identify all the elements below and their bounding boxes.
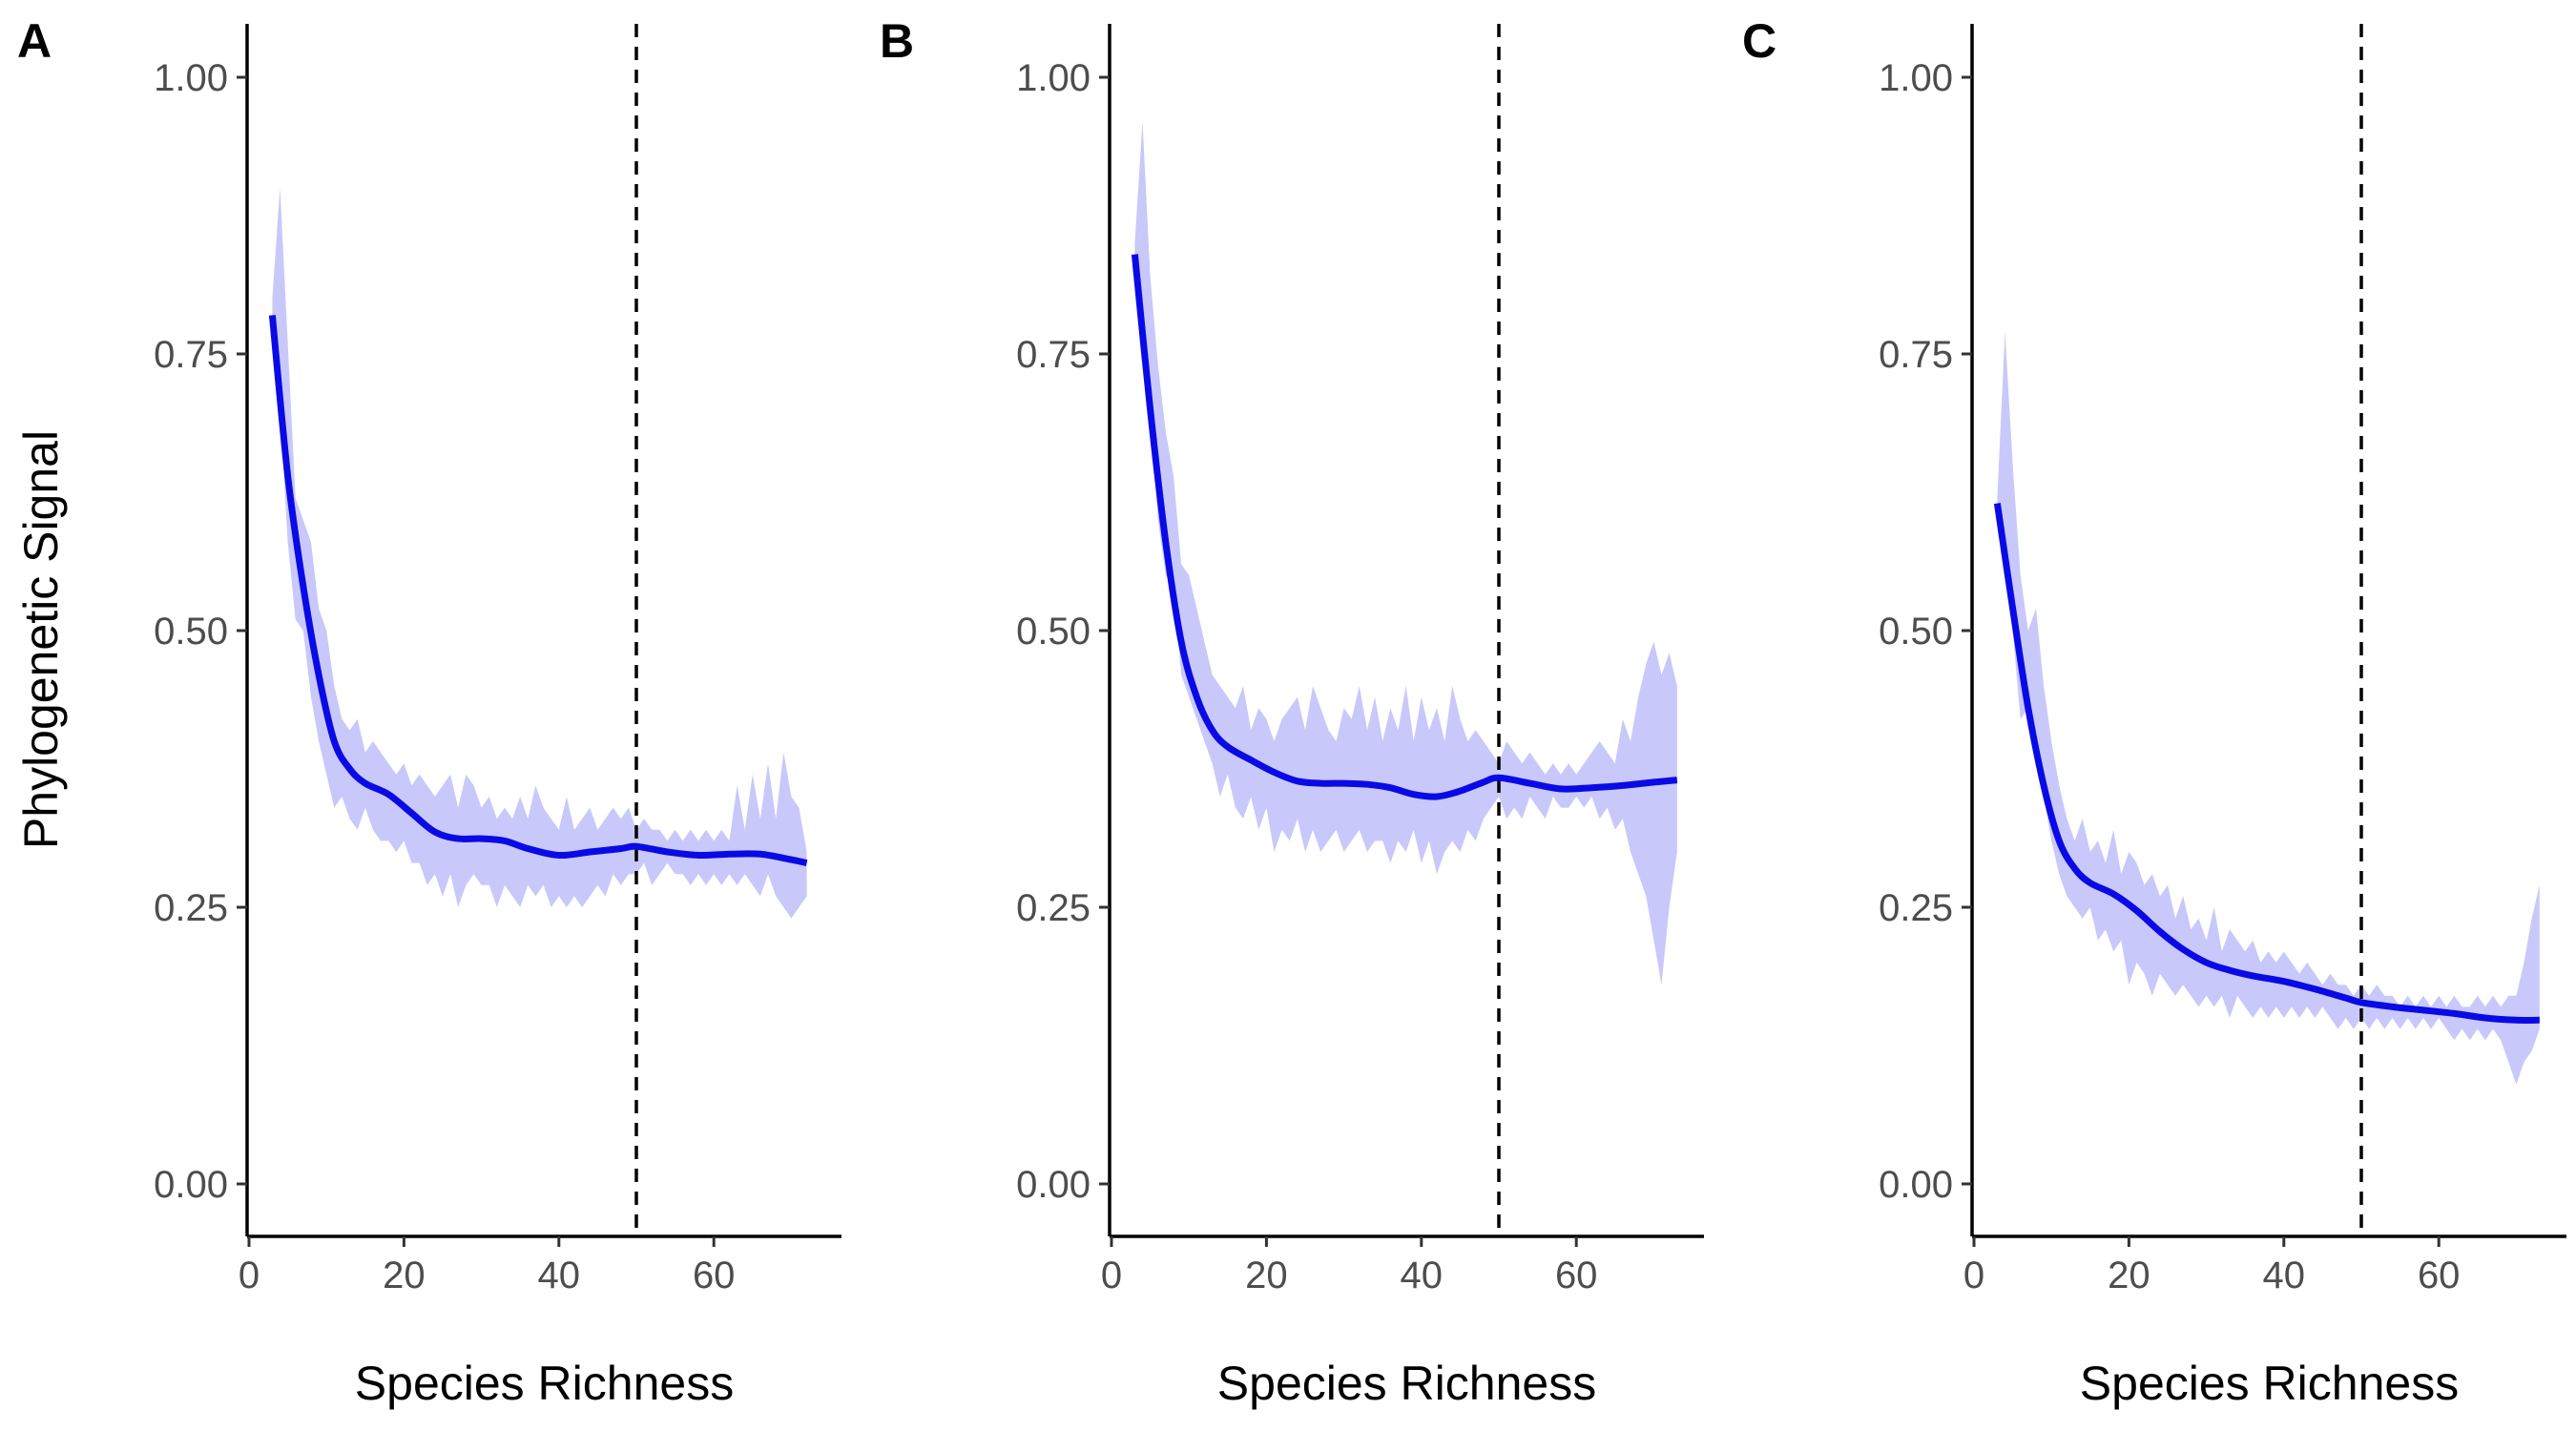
confidence-band (272, 188, 807, 919)
x-tick-label: 60 (2418, 1255, 2461, 1296)
x-tick-label: 40 (1401, 1255, 1444, 1296)
x-axis-title: Species Richness (1217, 1357, 1596, 1410)
y-tick-label: 0.75 (1879, 334, 1953, 376)
x-tick-label: 0 (239, 1255, 260, 1296)
y-tick-label: 1.00 (1879, 57, 1953, 99)
x-tick-label: 20 (383, 1255, 426, 1296)
y-tick-label: 0.50 (1016, 611, 1091, 653)
trend-line-0 (1993, 503, 2540, 1024)
y-tick-label: 0.25 (1016, 887, 1091, 929)
x-axis-title: Species Richness (355, 1357, 734, 1410)
panel-letter: C (1742, 14, 1776, 68)
y-axis-title: Phylogenetic Signal (14, 430, 68, 849)
x-tick-label: 0 (1963, 1255, 1984, 1296)
panel-c: 0.00 0.25 0.50 0.75 1.00 0 20 40 60 Species Richn… (1742, 14, 2566, 1410)
y-tick-label: 0.00 (1879, 1164, 1953, 1206)
y-tick-label: 0.00 (154, 1164, 228, 1206)
trend-line-0 (268, 315, 808, 867)
y-tick-label: 0.00 (1016, 1164, 1091, 1206)
y-tick-label: 0.50 (1879, 611, 1953, 653)
trend-line-0 (1131, 254, 1678, 800)
x-tick-label: 20 (2108, 1255, 2150, 1296)
x-axis-title: Species Richness (2080, 1357, 2459, 1410)
y-tick-label: 0.25 (154, 887, 228, 929)
panel-a: 0.00 0.25 0.50 0.75 1.00 0 20 40 60 Species Richn… (14, 14, 841, 1410)
y-tick-label: 0.50 (154, 611, 228, 653)
panel-b: 0.00 0.25 0.50 0.75 1.00 0 20 40 60 Species Richn… (880, 14, 1704, 1410)
panel-letter: A (17, 14, 52, 68)
x-tick-label: 0 (1101, 1255, 1122, 1296)
y-tick-label: 1.00 (154, 57, 228, 99)
y-tick-label: 0.75 (154, 334, 228, 376)
x-tick-label: 20 (1245, 1255, 1288, 1296)
y-tick-label: 0.25 (1879, 887, 1953, 929)
x-tick-label: 40 (538, 1255, 581, 1296)
confidence-band (1997, 331, 2540, 1085)
y-tick-label: 1.00 (1016, 57, 1091, 99)
x-tick-label: 60 (1555, 1255, 1598, 1296)
confidence-band (1134, 121, 1677, 985)
y-tick-label: 0.75 (1016, 334, 1091, 376)
x-tick-label: 40 (2263, 1255, 2306, 1296)
panel-letter: B (880, 14, 914, 68)
x-tick-label: 60 (693, 1255, 736, 1296)
